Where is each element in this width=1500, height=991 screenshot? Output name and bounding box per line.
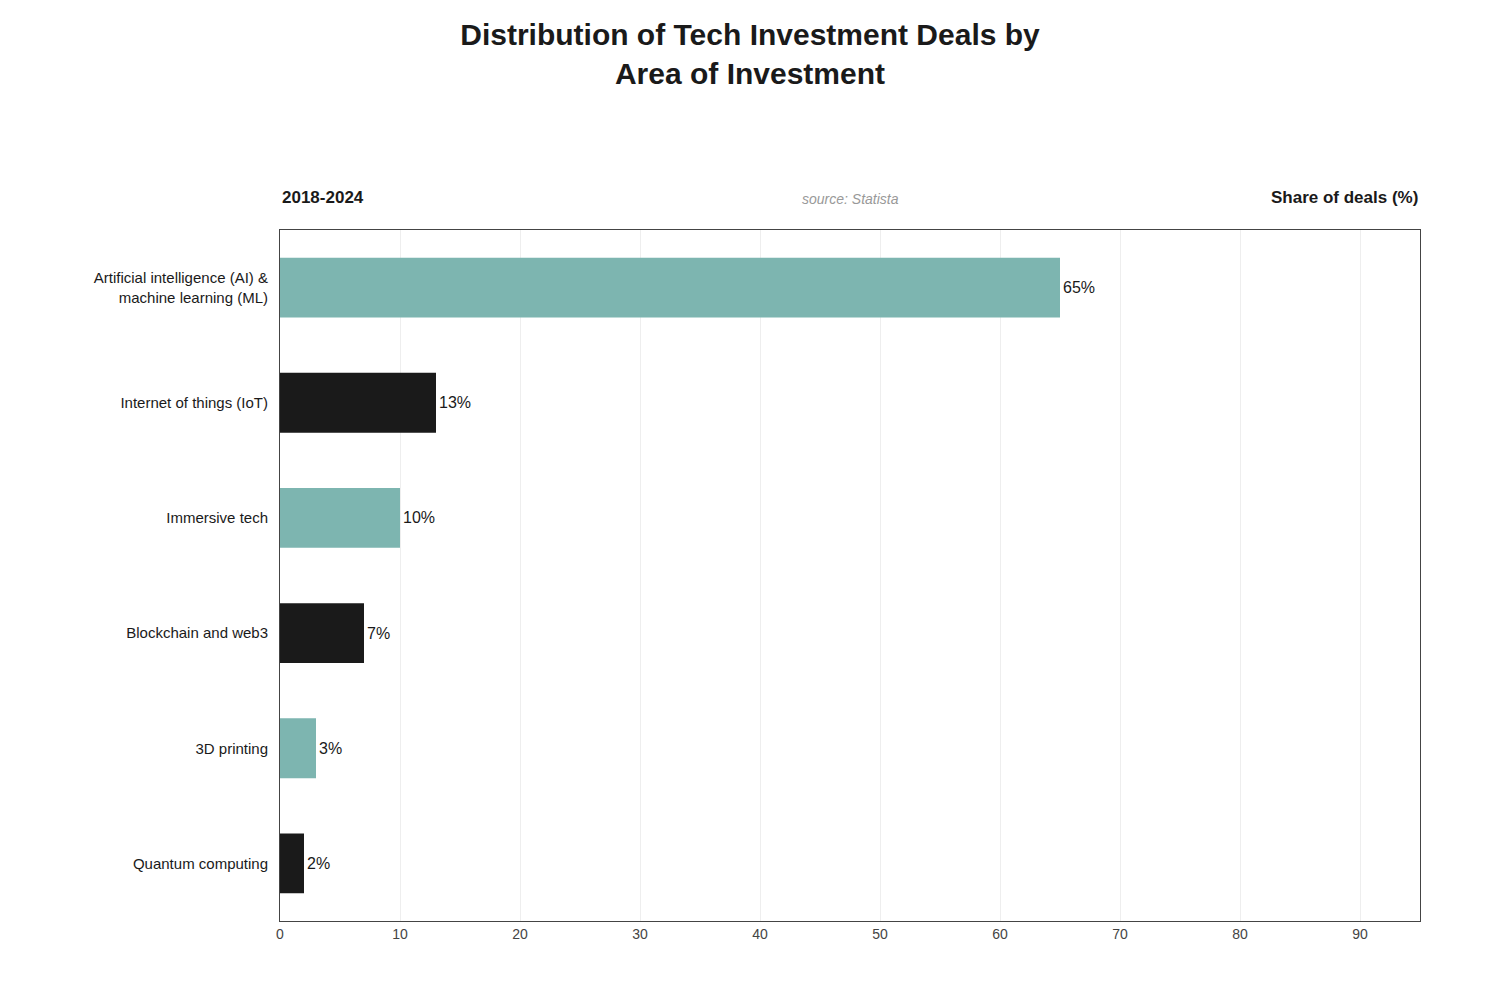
svg-text:0: 0 xyxy=(276,926,284,942)
svg-text:7%: 7% xyxy=(367,625,390,642)
svg-text:90: 90 xyxy=(1352,926,1368,942)
svg-text:30: 30 xyxy=(632,926,648,942)
svg-text:2018-2024: 2018-2024 xyxy=(282,188,364,207)
svg-text:2%: 2% xyxy=(307,855,330,872)
svg-text:40: 40 xyxy=(752,926,768,942)
svg-text:10%: 10% xyxy=(403,509,435,526)
svg-text:Blockchain and web3: Blockchain and web3 xyxy=(126,624,268,641)
svg-text:Share of deals (%): Share of deals (%) xyxy=(1271,188,1418,207)
svg-text:50: 50 xyxy=(872,926,888,942)
svg-text:Artificial intelligence (AI) &: Artificial intelligence (AI) &machine le… xyxy=(94,269,268,306)
svg-text:13%: 13% xyxy=(439,394,471,411)
svg-text:70: 70 xyxy=(1112,926,1128,942)
svg-text:20: 20 xyxy=(512,926,528,942)
svg-text:60: 60 xyxy=(992,926,1008,942)
svg-text:10: 10 xyxy=(392,926,408,942)
svg-text:Internet of things (IoT): Internet of things (IoT) xyxy=(120,394,268,411)
svg-text:Immersive tech: Immersive tech xyxy=(166,509,268,526)
svg-text:Distribution of Tech Investmen: Distribution of Tech Investment Deals by… xyxy=(460,18,1040,90)
svg-text:65%: 65% xyxy=(1063,279,1095,296)
svg-text:source: Statista: source: Statista xyxy=(802,191,899,207)
svg-text:3%: 3% xyxy=(319,740,342,757)
svg-text:80: 80 xyxy=(1232,926,1248,942)
svg-text:Quantum computing: Quantum computing xyxy=(133,855,268,872)
svg-text:3D printing: 3D printing xyxy=(195,740,268,757)
